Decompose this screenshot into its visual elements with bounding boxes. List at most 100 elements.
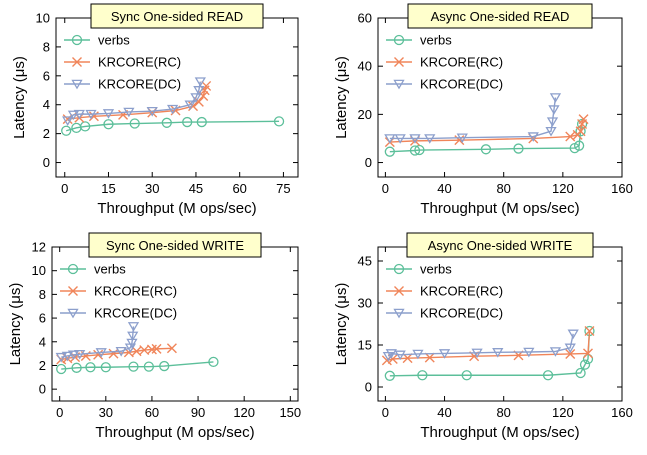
data-point	[582, 353, 594, 365]
data-point	[385, 349, 397, 359]
data-point	[67, 350, 80, 361]
data-point	[480, 144, 492, 155]
plot-frame	[377, 246, 623, 402]
y-tick-label: 4	[39, 334, 46, 349]
chart-title: Async One-sided WRITE	[428, 238, 573, 253]
y-tick-label: 6	[43, 68, 50, 83]
chart-panel-2: 0 40 80 120 160 0 20 40 60 Throughput (M ops/sec)…	[333, 3, 633, 217]
legend-label: KRCORE(DC)	[420, 306, 503, 321]
data-point	[95, 348, 107, 358]
x-tick-label: 0	[382, 181, 389, 196]
legend-marker-icon	[67, 263, 79, 275]
series-krcore-dc	[55, 322, 140, 363]
data-point	[193, 96, 204, 107]
data-point	[56, 363, 67, 375]
data-point	[394, 350, 406, 361]
legend-marker-icon	[394, 57, 404, 67]
chart-title: Sync One-sided WRITE	[106, 238, 244, 253]
data-point	[166, 343, 177, 354]
series-line	[61, 361, 214, 370]
data-point	[384, 134, 396, 144]
data-point	[424, 352, 435, 363]
series-krcore-dc	[384, 93, 562, 144]
data-point	[424, 134, 436, 144]
x-tick-label: 120	[552, 181, 574, 196]
x-tick-label: 40	[437, 405, 451, 420]
y-axis-label: Latency (μs)	[7, 283, 24, 366]
x-tick-label: 120	[552, 405, 574, 420]
legend-label: KRCORE(RC)	[420, 284, 503, 299]
legend-label: KRCORE(RC)	[94, 284, 177, 299]
y-axis-label: Latency (μs)	[333, 283, 350, 366]
legend-marker-icon	[394, 286, 404, 296]
legend: verbs KRCORE(RC) KRCORE(DC)	[386, 33, 503, 92]
data-point	[85, 109, 97, 120]
data-point	[55, 352, 67, 363]
legend-label: KRCORE(DC)	[98, 77, 181, 92]
data-point	[471, 348, 483, 359]
x-tick-label: 15	[101, 181, 115, 196]
x-tick-label: 45	[189, 181, 203, 196]
y-tick-label: 8	[43, 39, 50, 54]
x-tick-label: 0	[56, 405, 63, 420]
y-tick-label: 4	[43, 97, 50, 112]
data-point	[575, 126, 586, 137]
series-line	[389, 97, 557, 140]
data-point	[273, 116, 285, 127]
y-tick-label: 20	[358, 107, 372, 122]
legend-label: KRCORE(RC)	[420, 55, 503, 70]
y-axis-label: Latency (μs)	[333, 56, 350, 139]
x-tick-label: 40	[437, 181, 451, 196]
legend-label: verbs	[98, 33, 130, 48]
chart-title-box	[90, 3, 264, 29]
data-point	[128, 361, 139, 372]
x-tick-label: 90	[191, 405, 205, 420]
data-point	[548, 105, 560, 115]
series-krcore-rc	[381, 326, 595, 366]
x-tick-label: 0	[61, 181, 68, 196]
data-point	[127, 331, 139, 342]
data-point	[61, 351, 74, 362]
x-tick-label: 160	[611, 181, 633, 196]
series-line	[66, 120, 280, 132]
x-axis-label: Throughput (M ops/sec)	[420, 200, 579, 217]
data-point	[549, 347, 562, 357]
data-point	[523, 347, 535, 358]
data-point	[115, 346, 127, 357]
data-point	[67, 110, 80, 121]
data-point	[513, 143, 524, 154]
data-point	[576, 118, 588, 130]
data-point	[62, 114, 73, 125]
data-point	[103, 119, 114, 130]
y-tick-label: 60	[358, 11, 372, 26]
y-tick-label: 0	[365, 155, 372, 170]
data-point	[394, 134, 406, 144]
legend-label: KRCORE(DC)	[94, 306, 177, 321]
chart-title-box	[406, 232, 594, 258]
series-krcore-dc	[382, 329, 579, 362]
legend-marker-icon	[393, 308, 405, 319]
legend-label: verbs	[420, 33, 452, 48]
data-point	[151, 343, 162, 354]
data-point	[201, 80, 212, 91]
y-tick-label: 0	[43, 155, 50, 170]
data-point	[549, 93, 562, 103]
x-tick-label: 80	[496, 181, 510, 196]
data-point	[194, 77, 206, 87]
x-tick-label: 30	[99, 405, 113, 420]
data-point	[384, 146, 395, 157]
y-tick-label: 40	[358, 59, 372, 74]
data-point	[159, 360, 170, 372]
chart-title-box	[407, 3, 593, 29]
x-axis-label: Throughput (M ops/sec)	[95, 424, 254, 441]
data-point	[123, 107, 135, 118]
data-point	[196, 116, 207, 128]
legend: verbs KRCORE(RC) KRCORE(DC)	[386, 262, 503, 321]
data-point	[565, 348, 576, 359]
data-point	[582, 348, 593, 359]
y-tick-label: 10	[36, 11, 50, 26]
data-point	[139, 345, 150, 356]
y-tick-label: 6	[39, 311, 46, 326]
y-tick-label: 0	[365, 380, 372, 395]
